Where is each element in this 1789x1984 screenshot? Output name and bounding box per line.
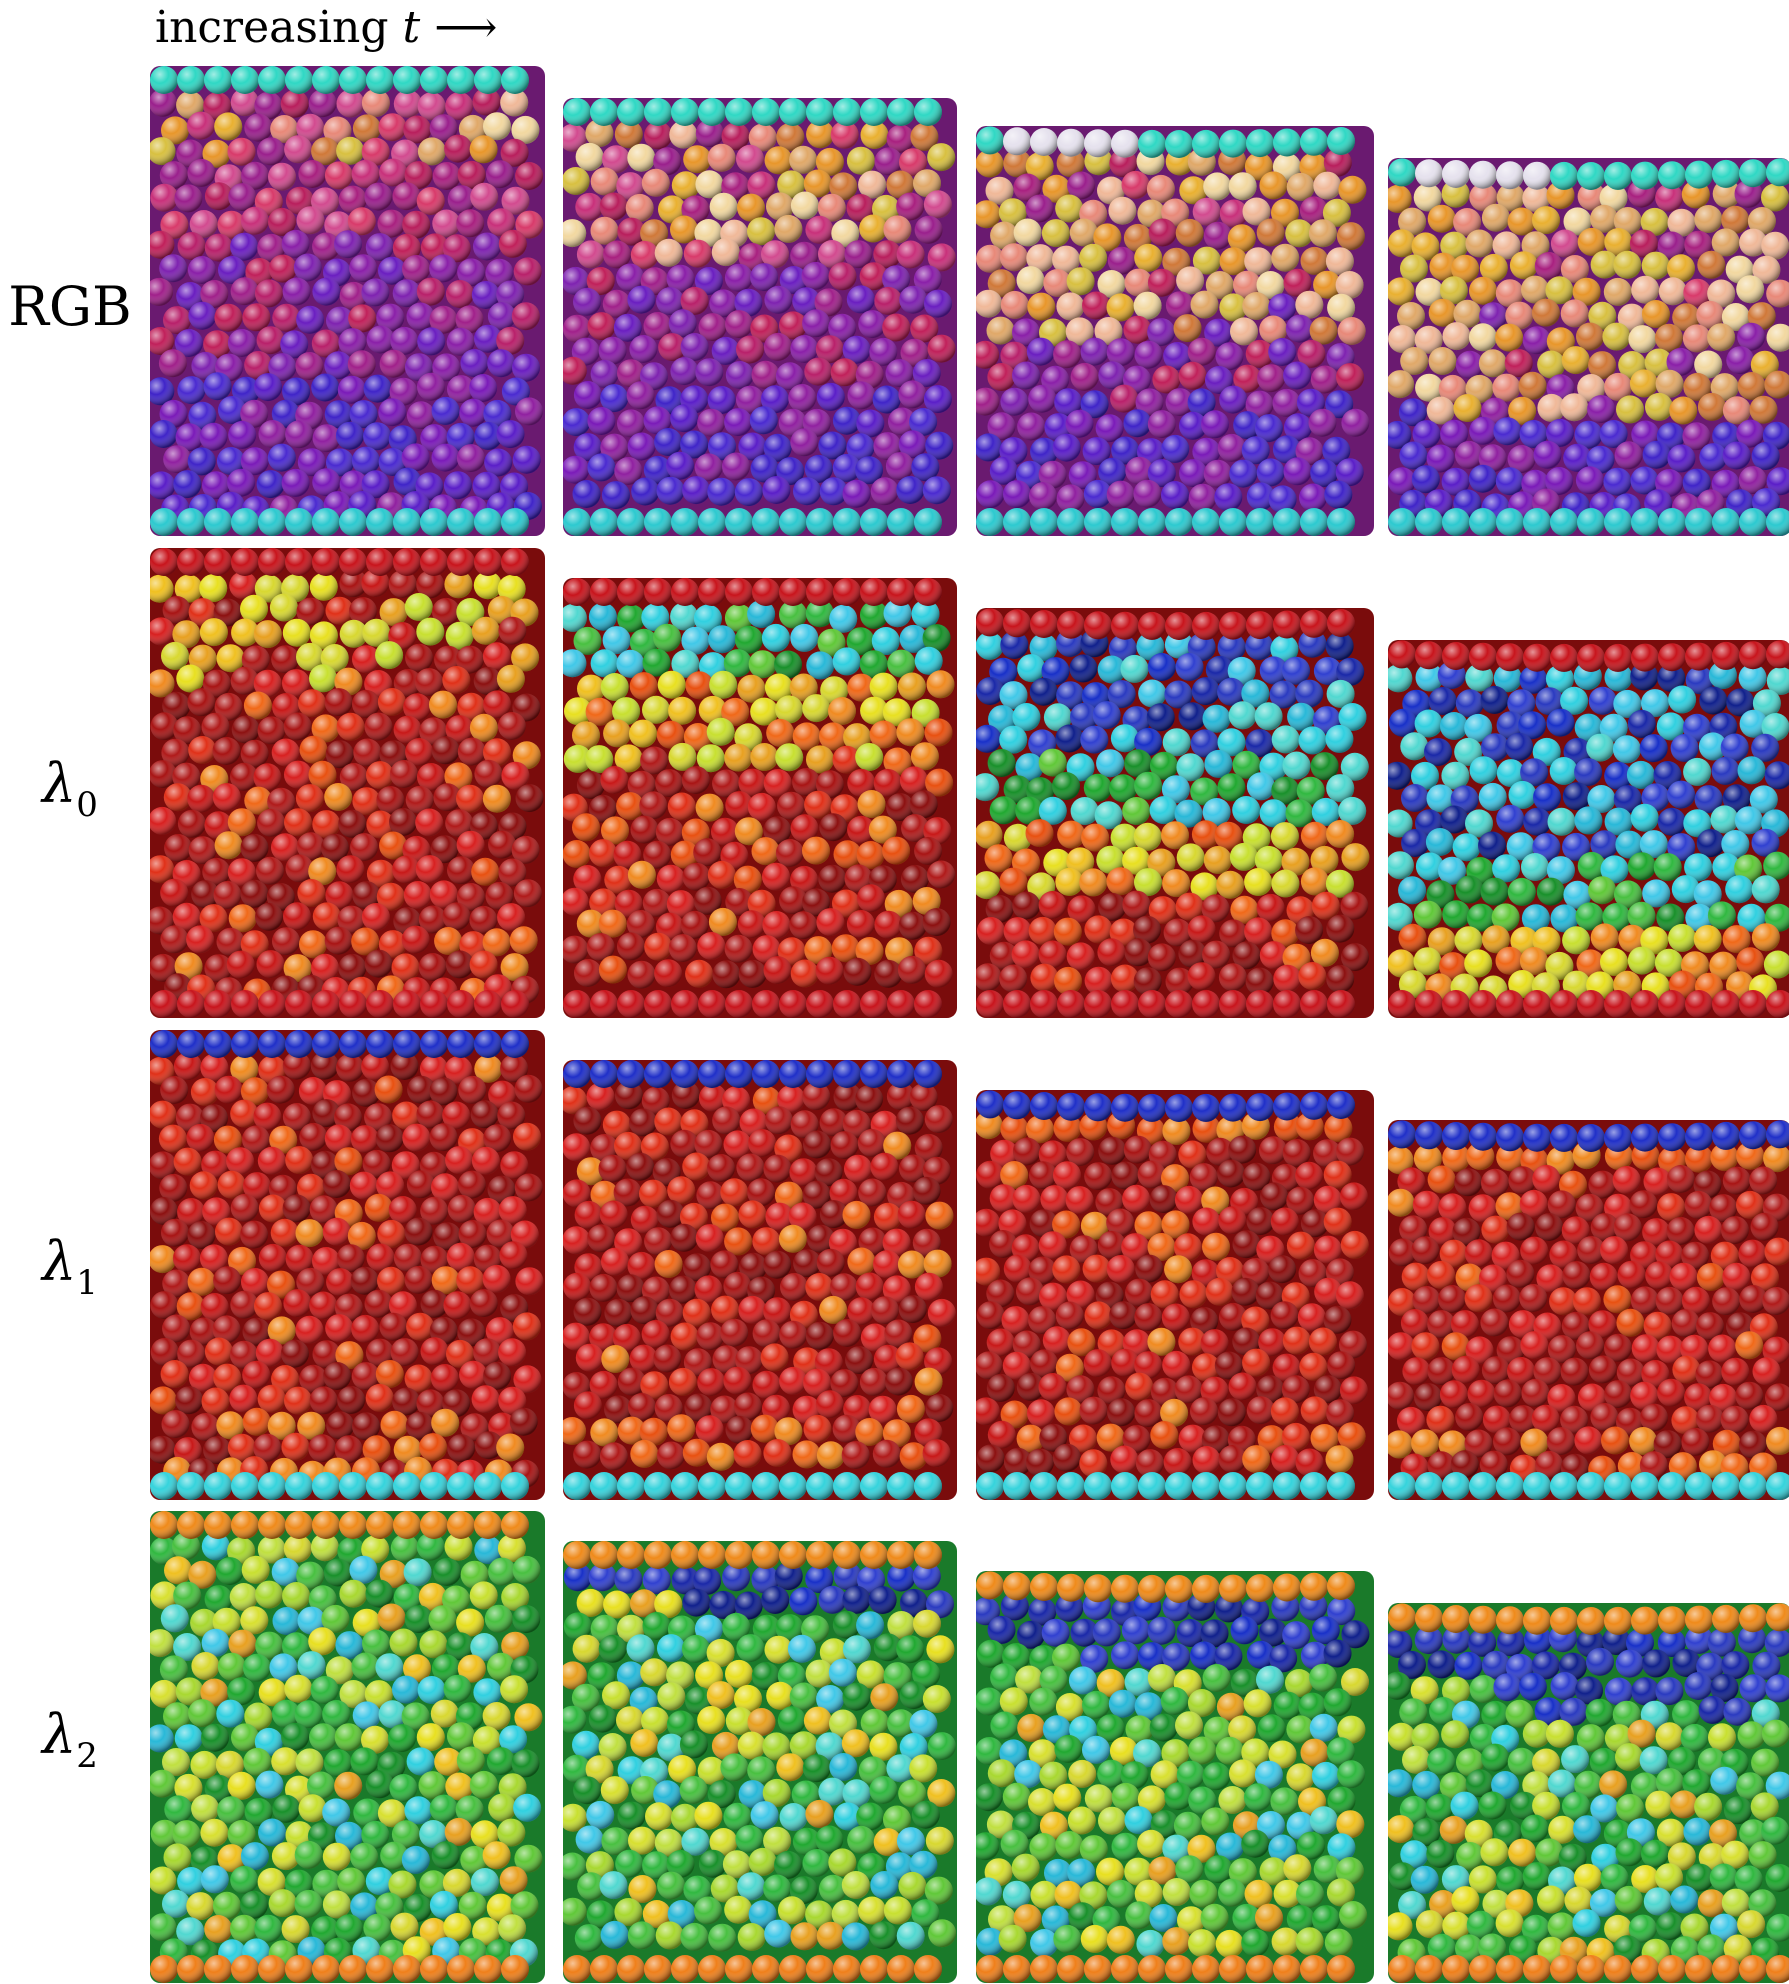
simulation-panel [1388, 1030, 1789, 1500]
particle-packing-render [563, 1060, 957, 1500]
particle-packing-render [150, 1511, 545, 1983]
particle-packing-render [563, 578, 957, 1018]
row-label-lambda2: λ2 [0, 1703, 140, 1776]
particle-packing-render [976, 1571, 1374, 1983]
simulation-panel [150, 1511, 545, 1983]
simulation-panel [976, 66, 1374, 536]
row-label-lambda1: λ1 [0, 1230, 140, 1303]
simulation-panel [150, 548, 545, 1018]
particle-packing-render [150, 548, 545, 1018]
row-label-rgb: RGB [0, 275, 140, 338]
particle-packing-render [1388, 640, 1789, 1018]
particle-packing-render [1388, 158, 1789, 536]
particle-packing-render [976, 126, 1374, 536]
simulation-panel [1388, 66, 1789, 536]
row-label-subscript: 2 [76, 1736, 98, 1776]
row-label-symbol: λ [42, 1230, 77, 1293]
simulation-panel [150, 66, 545, 536]
row-label-subscript: 1 [76, 1263, 98, 1303]
right-arrow-icon: ⟶ [434, 2, 498, 53]
row-label-subscript: 0 [76, 785, 98, 825]
particle-packing-render [150, 66, 545, 536]
simulation-panel [976, 1511, 1374, 1983]
simulation-panel [976, 548, 1374, 1018]
particle-packing-render [1388, 1120, 1789, 1500]
particle-packing-render [563, 98, 957, 536]
particle-packing-render [1388, 1603, 1789, 1983]
simulation-panel [1388, 1511, 1789, 1983]
row-label-symbol: λ [42, 1703, 77, 1766]
row-label-symbol: λ [42, 752, 77, 815]
simulation-panel [563, 548, 957, 1018]
row-label-lambda0: λ0 [0, 752, 140, 825]
simulation-panel [150, 1030, 545, 1500]
particle-packing-render [563, 1541, 957, 1983]
simulation-panel [563, 66, 957, 536]
row-label-text: RGB [8, 275, 132, 338]
particle-packing-render [976, 608, 1374, 1018]
simulation-panel [563, 1030, 957, 1500]
header-text: increasing [155, 2, 389, 53]
header-variable: t [402, 2, 421, 53]
simulation-panel [563, 1511, 957, 1983]
time-axis-header: increasing t ⟶ [155, 0, 497, 56]
particle-packing-render [150, 1030, 545, 1500]
simulation-panel [976, 1030, 1374, 1500]
particle-packing-render [976, 1090, 1374, 1500]
simulation-panel [1388, 548, 1789, 1018]
